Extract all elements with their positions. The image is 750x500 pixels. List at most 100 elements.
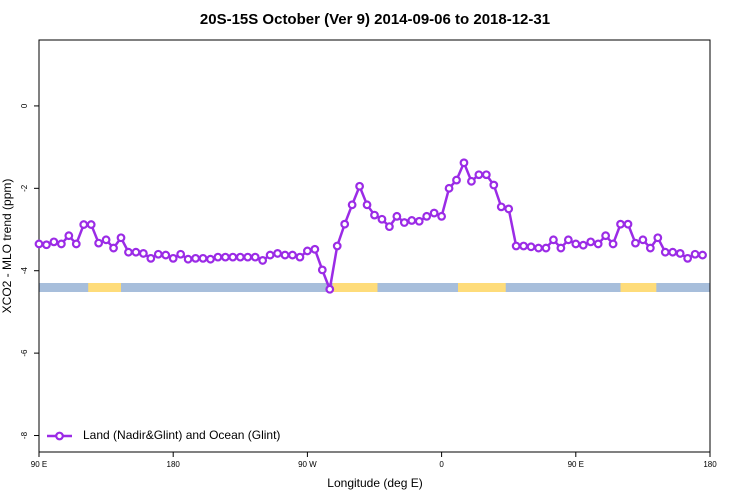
data-point bbox=[138, 249, 148, 258]
data-point bbox=[549, 235, 558, 245]
y-tick-label: -6 bbox=[20, 349, 29, 357]
data-point bbox=[578, 240, 588, 250]
x-tick-label: 90 W bbox=[298, 460, 317, 469]
data-point bbox=[608, 239, 618, 249]
data-point bbox=[250, 252, 260, 262]
data-point bbox=[153, 249, 163, 259]
series-line bbox=[38, 159, 703, 294]
data-point bbox=[534, 243, 543, 253]
data-point bbox=[183, 254, 193, 264]
data-point bbox=[317, 265, 327, 275]
data-point bbox=[444, 183, 454, 193]
data-point bbox=[355, 181, 364, 191]
data-point bbox=[593, 239, 603, 249]
y-axis-label: XCO2 - MLO trend (ppm) bbox=[0, 179, 14, 314]
data-point bbox=[362, 200, 372, 210]
data-point bbox=[437, 211, 447, 221]
data-point bbox=[131, 247, 141, 257]
data-point bbox=[124, 247, 133, 257]
data-point bbox=[407, 216, 417, 225]
data-point bbox=[660, 247, 670, 257]
data-point bbox=[683, 253, 693, 263]
y-tick-label: -8 bbox=[20, 431, 29, 439]
data-point bbox=[690, 249, 700, 259]
data-point bbox=[94, 238, 104, 248]
y-tick-label: 0 bbox=[20, 103, 29, 108]
data-point bbox=[332, 241, 342, 251]
land-band bbox=[88, 283, 122, 292]
y-tick-label: -2 bbox=[20, 184, 29, 192]
data-point bbox=[519, 241, 529, 251]
x-tick-label: 180 bbox=[703, 460, 717, 469]
data-point bbox=[71, 239, 81, 249]
data-point bbox=[310, 244, 320, 254]
x-tick-label: 0 bbox=[439, 460, 444, 469]
data-point bbox=[414, 216, 424, 226]
legend-label: Land (Nadir&Glint) and Ocean (Glint) bbox=[83, 428, 280, 442]
data-point bbox=[422, 211, 432, 221]
data-point bbox=[228, 252, 238, 262]
data-point bbox=[161, 250, 171, 260]
data-point bbox=[526, 242, 536, 252]
data-point bbox=[668, 247, 678, 257]
data-point bbox=[295, 252, 305, 262]
data-point bbox=[42, 240, 51, 250]
data-point bbox=[653, 233, 663, 243]
data-point bbox=[109, 243, 118, 253]
data-point bbox=[459, 158, 469, 168]
data-point bbox=[325, 284, 335, 294]
data-point bbox=[481, 170, 491, 180]
data-point bbox=[399, 218, 409, 227]
data-point bbox=[698, 250, 707, 260]
data-point bbox=[631, 238, 640, 248]
data-point bbox=[370, 210, 379, 220]
data-point bbox=[273, 249, 282, 258]
data-point bbox=[176, 249, 186, 259]
data-point bbox=[541, 243, 551, 253]
data-point bbox=[616, 219, 625, 229]
data-point bbox=[347, 200, 357, 210]
data-point bbox=[64, 231, 74, 241]
data-point bbox=[601, 231, 611, 241]
land-band bbox=[620, 283, 657, 292]
data-point bbox=[496, 202, 506, 212]
legend-marker bbox=[55, 431, 64, 441]
data-point bbox=[452, 175, 461, 185]
x-tick-label: 90 E bbox=[568, 460, 584, 469]
data-point bbox=[146, 253, 156, 263]
data-point bbox=[79, 220, 89, 229]
data-point bbox=[168, 253, 178, 263]
data-point bbox=[556, 243, 566, 253]
data-point bbox=[377, 214, 387, 224]
data-point bbox=[191, 253, 200, 263]
data-point bbox=[467, 176, 476, 186]
data-point bbox=[429, 208, 439, 218]
data-point bbox=[258, 256, 268, 265]
data-point bbox=[235, 252, 245, 262]
data-point bbox=[280, 250, 290, 260]
x-tick-label: 90 E bbox=[31, 460, 47, 469]
data-point bbox=[638, 235, 648, 245]
data-point bbox=[340, 219, 350, 229]
data-point bbox=[243, 252, 253, 262]
data-point bbox=[385, 222, 394, 232]
data-point bbox=[288, 250, 297, 260]
data-point bbox=[563, 235, 573, 245]
data-point bbox=[49, 237, 59, 247]
x-axis-label: Longitude (deg E) bbox=[327, 476, 422, 490]
land-band bbox=[458, 283, 506, 292]
data-point bbox=[586, 237, 596, 247]
data-point bbox=[489, 180, 499, 190]
data-point bbox=[504, 204, 514, 214]
data-point bbox=[206, 254, 215, 264]
data-point bbox=[56, 239, 66, 249]
data-point bbox=[101, 235, 111, 245]
data-point bbox=[474, 170, 484, 180]
data-point bbox=[220, 252, 230, 262]
data-point bbox=[571, 239, 581, 249]
data-point bbox=[303, 246, 312, 256]
y-tick-label: -4 bbox=[20, 267, 29, 275]
data-point bbox=[198, 253, 208, 263]
data-point bbox=[34, 239, 44, 249]
